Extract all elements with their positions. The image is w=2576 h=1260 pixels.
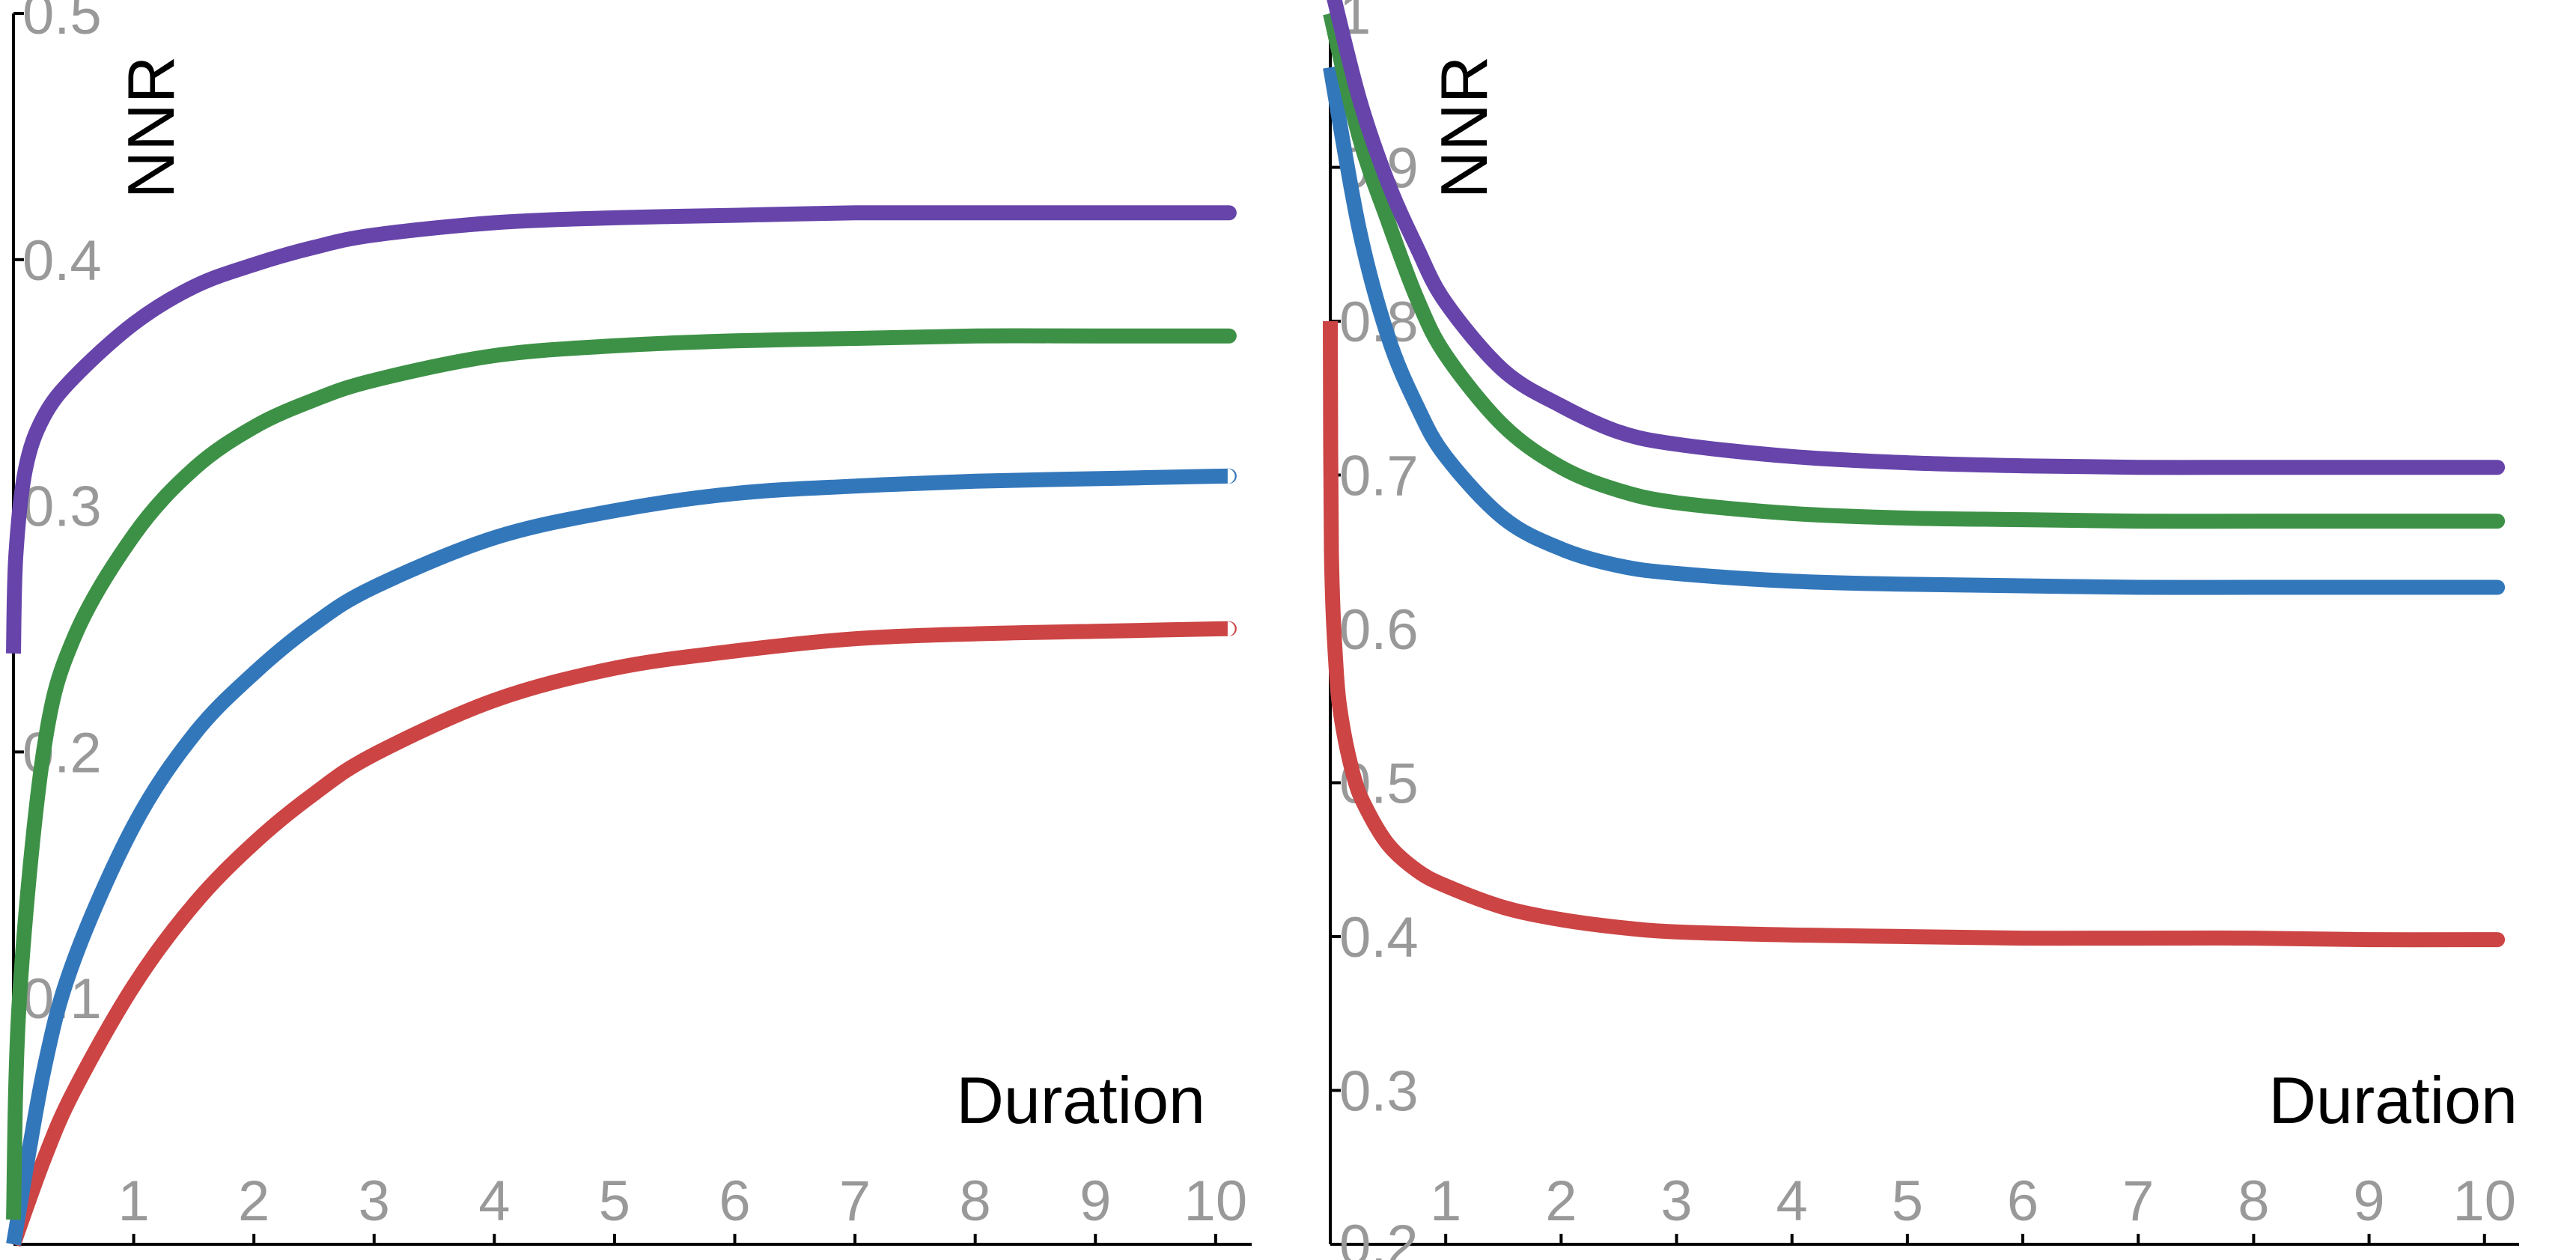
y-tick-label: 0.2: [1339, 1214, 1419, 1260]
x-tick-label: 10: [1184, 1169, 1248, 1233]
x-tick-label: 9: [2353, 1169, 2384, 1233]
x-tick-label: 1: [1430, 1169, 1461, 1233]
y-axis-title: NNR: [1427, 56, 1501, 199]
x-tick-label: 6: [2007, 1169, 2038, 1233]
y-tick-label: 0.6: [1339, 598, 1419, 662]
x-tick-label: 2: [238, 1169, 270, 1233]
series-line-blue: [1323, 66, 2506, 595]
y-tick-label: 0.5: [22, 0, 102, 46]
x-tick-label: 8: [2238, 1169, 2269, 1233]
x-tick-label: 6: [719, 1169, 750, 1233]
y-tick-label: 0.3: [22, 475, 102, 539]
x-tick-label: 1: [118, 1169, 149, 1233]
series-line-green: [6, 328, 1237, 1220]
series-line-purple: [6, 205, 1237, 654]
series-line-red: [1323, 320, 2506, 948]
x-tick-label: 7: [2122, 1169, 2154, 1233]
x-tick-label: 3: [359, 1169, 390, 1233]
x-tick-label: 9: [1080, 1169, 1111, 1233]
y-axis-title: NNR: [114, 56, 188, 199]
y-tick-label: 0.7: [1339, 445, 1419, 508]
x-tick-label: 3: [1660, 1169, 1692, 1233]
series-line-blue: [6, 468, 1237, 1246]
x-tick-label: 10: [2452, 1169, 2516, 1233]
series-line-red: [6, 621, 1237, 1247]
x-tick-label: 4: [1776, 1169, 1808, 1233]
x-tick-label: 8: [960, 1169, 991, 1233]
x-tick-label: 5: [1892, 1169, 1923, 1233]
right-chart: 1 2 3 4 5 6 7 8 9 100.20.30.40.50.60.70.80.91Dura…: [1323, 0, 2519, 1260]
x-axis-title: Duration: [2268, 1063, 2518, 1137]
x-tick-label: 7: [839, 1169, 871, 1233]
y-tick-label: 0.4: [1339, 906, 1419, 970]
series-line-purple: [1327, 0, 2506, 475]
y-tick-label: 0.3: [1339, 1060, 1419, 1124]
x-tick-label: 5: [599, 1169, 630, 1233]
y-tick-label: 0.4: [22, 229, 102, 293]
x-tick-label: 2: [1545, 1169, 1577, 1233]
series-line-green: [1323, 11, 2506, 529]
x-axis-title: Duration: [956, 1063, 1205, 1137]
x-tick-label: 4: [478, 1169, 510, 1233]
